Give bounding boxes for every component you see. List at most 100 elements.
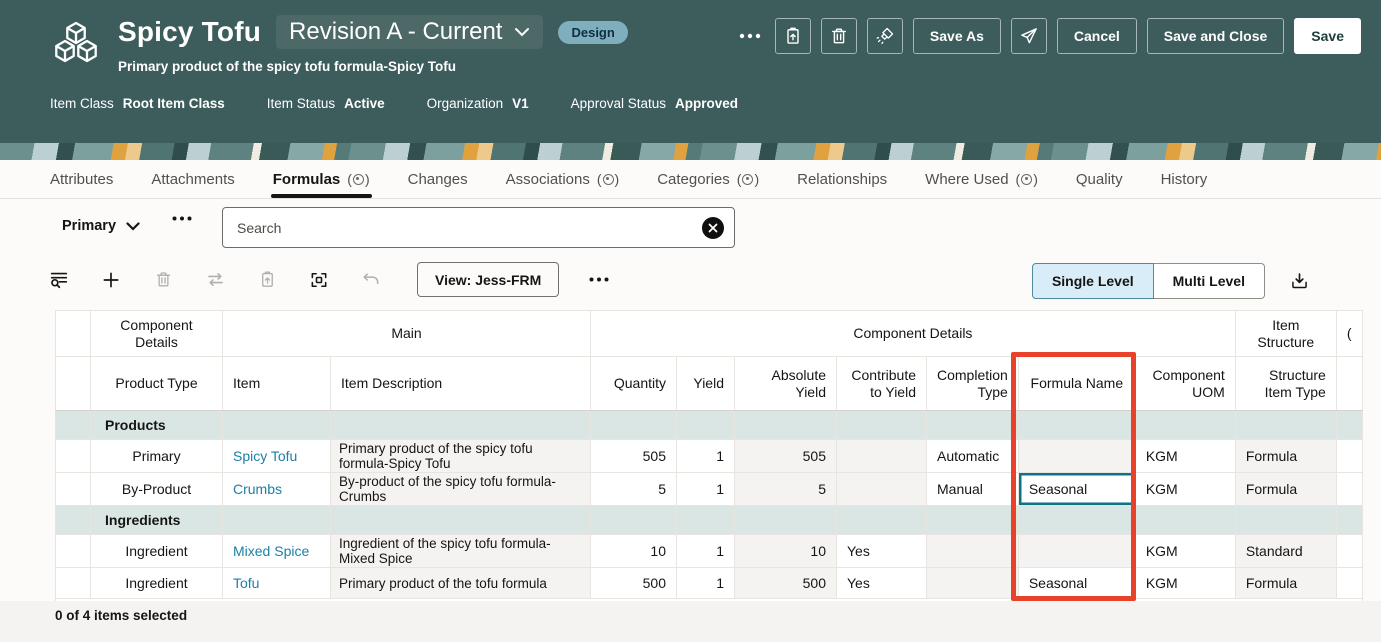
- tab-history[interactable]: History: [1161, 160, 1208, 198]
- cell[interactable]: Primary: [90, 439, 223, 473]
- item-link[interactable]: Mixed Spice: [233, 543, 310, 559]
- revision-dropdown[interactable]: Revision A - Current: [276, 15, 544, 49]
- tab-formulas[interactable]: Formulas (): [270, 160, 372, 198]
- cell[interactable]: Formula: [1235, 567, 1337, 599]
- column-header[interactable]: Product Type: [90, 356, 223, 411]
- cell[interactable]: 5: [734, 472, 837, 506]
- cell[interactable]: 500: [734, 567, 837, 599]
- section-label[interactable]: Ingredients: [90, 505, 223, 535]
- cell[interactable]: 500: [590, 567, 677, 599]
- column-header[interactable]: Component UOM: [1135, 356, 1236, 411]
- column-header[interactable]: [1336, 356, 1363, 411]
- download-icon[interactable]: [1287, 269, 1311, 293]
- column-header[interactable]: Item Description: [330, 356, 591, 411]
- add-row-icon[interactable]: [99, 268, 123, 292]
- cell[interactable]: 1: [676, 472, 735, 506]
- cell[interactable]: [926, 534, 1019, 568]
- paste-icon[interactable]: [255, 268, 279, 292]
- toolbar-more-actions-icon[interactable]: [587, 268, 611, 292]
- maximize-grid-icon[interactable]: [307, 268, 331, 292]
- cell[interactable]: [926, 567, 1019, 599]
- tab-changes[interactable]: Changes: [408, 160, 468, 198]
- cell[interactable]: KGM: [1135, 472, 1236, 506]
- delete-row-icon[interactable]: [151, 268, 175, 292]
- cell[interactable]: 5: [590, 472, 677, 506]
- cell[interactable]: Seasonal: [1018, 472, 1136, 506]
- cell[interactable]: KGM: [1135, 534, 1236, 568]
- cell[interactable]: Spicy Tofu: [222, 439, 331, 473]
- column-header[interactable]: Completion Type: [926, 356, 1019, 411]
- cell[interactable]: 1: [676, 567, 735, 599]
- cell[interactable]: 10: [734, 534, 837, 568]
- cell[interactable]: Tofu: [222, 567, 331, 599]
- cell[interactable]: Standard: [1235, 534, 1337, 568]
- cell[interactable]: Ingredient: [90, 567, 223, 599]
- cell[interactable]: KGM: [1135, 567, 1236, 599]
- tab-categories[interactable]: Categories (): [657, 160, 759, 198]
- cell[interactable]: Yes: [836, 534, 927, 568]
- cell[interactable]: [1018, 534, 1136, 568]
- cell[interactable]: 505: [590, 439, 677, 473]
- replace-icon[interactable]: [203, 268, 227, 292]
- cell[interactable]: By-Product: [90, 472, 223, 506]
- item-link[interactable]: Spicy Tofu: [233, 448, 298, 464]
- cell[interactable]: 1: [676, 534, 735, 568]
- cell[interactable]: Formula: [1235, 472, 1337, 506]
- clear-search-icon[interactable]: [702, 216, 724, 239]
- item-link[interactable]: Crumbs: [233, 481, 283, 497]
- highlight-changes-button[interactable]: [866, 18, 903, 54]
- cell: [55, 439, 91, 473]
- cell[interactable]: Mixed Spice: [222, 534, 331, 568]
- cell[interactable]: By-product of the spicy tofu formula-Cru…: [330, 472, 591, 506]
- cell[interactable]: Yes: [836, 567, 927, 599]
- cancel-button[interactable]: Cancel: [1056, 18, 1137, 54]
- cell[interactable]: Ingredient: [90, 534, 223, 568]
- cell[interactable]: Crumbs: [222, 472, 331, 506]
- search-in-list-icon[interactable]: [47, 268, 71, 292]
- cell[interactable]: Primary product of the tofu formula: [330, 567, 591, 599]
- column-header[interactable]: Quantity: [590, 356, 677, 411]
- column-header[interactable]: [55, 356, 91, 411]
- tab-relationships[interactable]: Relationships: [797, 160, 887, 198]
- cell[interactable]: 10: [590, 534, 677, 568]
- tab-associations[interactable]: Associations (): [506, 160, 620, 198]
- cell[interactable]: Automatic: [926, 439, 1019, 473]
- multi-level-toggle[interactable]: Multi Level: [1153, 263, 1265, 299]
- share-button[interactable]: [1010, 18, 1047, 54]
- search-input[interactable]: [237, 219, 702, 236]
- undo-icon[interactable]: [359, 268, 383, 292]
- more-actions-icon[interactable]: [735, 18, 765, 54]
- cell[interactable]: Seasonal: [1018, 567, 1136, 599]
- cell[interactable]: Ingredient of the spicy tofu formula-Mix…: [330, 534, 591, 568]
- column-header[interactable]: Formula Name: [1018, 356, 1136, 411]
- delete-button[interactable]: [820, 18, 857, 54]
- tab-where-used[interactable]: Where Used (): [925, 160, 1038, 198]
- tab-attributes[interactable]: Attributes: [50, 160, 113, 198]
- cell[interactable]: [1018, 439, 1136, 473]
- tab-quality[interactable]: Quality: [1076, 160, 1123, 198]
- cell[interactable]: [836, 439, 927, 473]
- column-header[interactable]: Absolute Yield: [734, 356, 837, 411]
- cell[interactable]: [836, 472, 927, 506]
- column-header[interactable]: Item: [222, 356, 331, 411]
- cell[interactable]: Primary product of the spicy tofu formul…: [330, 439, 591, 473]
- save-as-button[interactable]: Save As: [912, 18, 1001, 54]
- view-selector-button[interactable]: View: Jess-FRM: [417, 262, 560, 297]
- cell[interactable]: Manual: [926, 472, 1019, 506]
- single-level-toggle[interactable]: Single Level: [1031, 263, 1154, 299]
- column-header[interactable]: Yield: [676, 356, 735, 411]
- cell[interactable]: 1: [676, 439, 735, 473]
- column-header[interactable]: Contribute to Yield: [836, 356, 927, 411]
- copy-paste-button[interactable]: [774, 18, 811, 54]
- cell[interactable]: Formula: [1235, 439, 1337, 473]
- save-button[interactable]: Save: [1294, 18, 1361, 54]
- cell[interactable]: 505: [734, 439, 837, 473]
- item-link[interactable]: Tofu: [233, 575, 260, 591]
- cell[interactable]: KGM: [1135, 439, 1236, 473]
- column-header[interactable]: Structure Item Type: [1235, 356, 1337, 411]
- structure-filter-dropdown[interactable]: Primary: [62, 218, 140, 234]
- tab-attachments[interactable]: Attachments: [151, 160, 234, 198]
- filter-more-actions-icon[interactable]: [172, 216, 192, 221]
- save-and-close-button[interactable]: Save and Close: [1146, 18, 1285, 54]
- section-label[interactable]: Products: [90, 410, 223, 440]
